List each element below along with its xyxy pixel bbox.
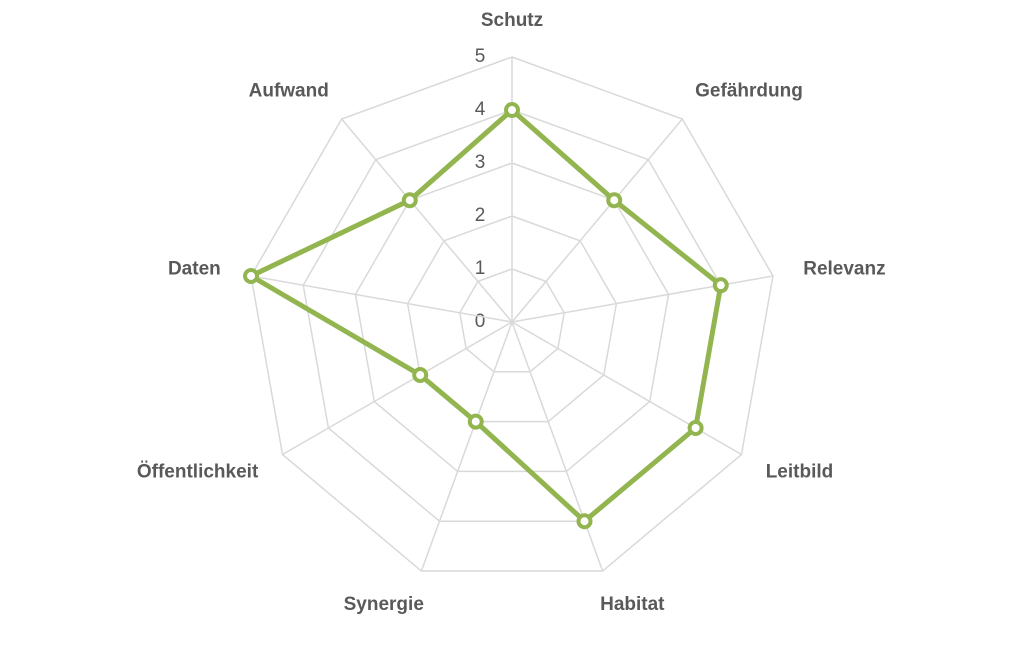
grid-ring (406, 215, 618, 423)
category-label: Leitbild (766, 462, 834, 483)
r-tick-label: 5 (475, 46, 486, 67)
grid-ring (459, 268, 565, 373)
category-label: Relevanz (803, 259, 885, 280)
marker (576, 513, 593, 530)
marker (243, 267, 260, 284)
category-label: Schutz (481, 10, 543, 31)
grid-ring (250, 56, 774, 572)
spoke (250, 275, 513, 323)
marker (401, 192, 418, 209)
r-tick-label: 3 (475, 152, 486, 173)
r-tick-label: 0 (475, 311, 486, 332)
grid-ring (302, 109, 722, 522)
marker (412, 367, 429, 383)
category-label: Öffentlichkeit (137, 462, 259, 483)
marker (606, 192, 623, 209)
category-label: Daten (168, 259, 221, 280)
spoke (420, 321, 513, 572)
r-tick-label: 4 (475, 99, 486, 120)
marker (687, 420, 704, 436)
category-label: Aufwand (249, 80, 329, 101)
spoke (341, 118, 513, 323)
category-label: Synergie (344, 594, 424, 615)
spoke (282, 321, 513, 456)
series-line (248, 107, 724, 524)
spoke (511, 321, 604, 572)
spoke (511, 321, 742, 456)
category-label: Gefährdung (695, 80, 803, 101)
category-label: Habitat (600, 594, 665, 615)
spoke (511, 275, 774, 323)
grid-ring (354, 162, 670, 473)
spoke (511, 118, 683, 323)
r-tick-label: 1 (475, 258, 486, 279)
marker (712, 277, 729, 294)
marker (504, 102, 520, 118)
r-tick-label: 2 (475, 205, 486, 226)
marker (467, 413, 484, 430)
